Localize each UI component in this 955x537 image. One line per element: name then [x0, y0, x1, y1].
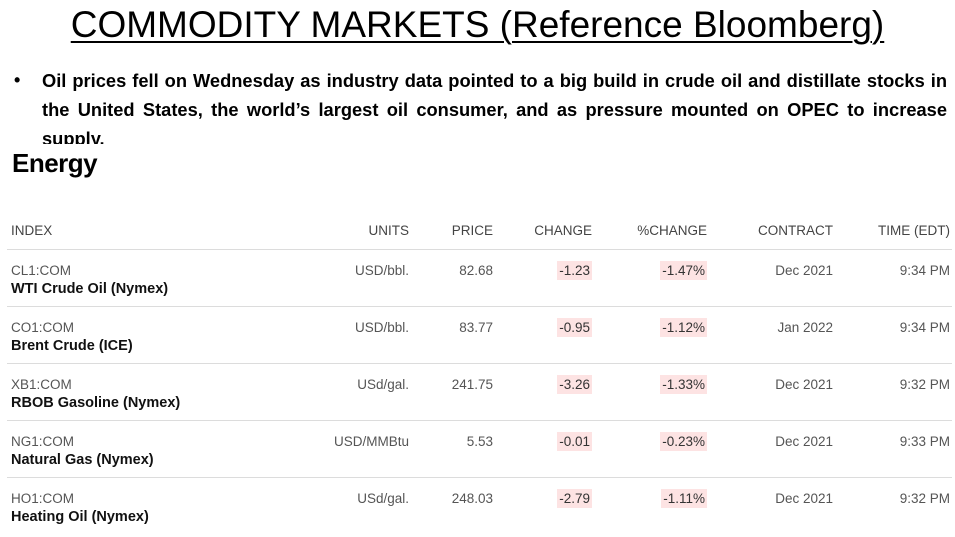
header-change: CHANGE: [534, 223, 592, 238]
table-row[interactable]: XB1:COM RBOB Gasoline (Nymex) USd/gal. 2…: [7, 364, 952, 421]
table-row[interactable]: CO1:COM Brent Crude (ICE) USD/bbl. 83.77…: [7, 307, 952, 364]
header-index: INDEX: [11, 223, 53, 238]
bullet-text: Oil prices fell on Wednesday as industry…: [42, 70, 947, 144]
row-ticker[interactable]: HO1:COM: [11, 491, 75, 506]
row-contract: Dec 2021: [775, 263, 833, 278]
row-units: USd/gal.: [357, 377, 409, 392]
header-time: TIME (EDT): [878, 223, 950, 238]
table-row[interactable]: NG1:COM Natural Gas (Nymex) USD/MMBtu 5.…: [7, 421, 952, 478]
row-name[interactable]: Natural Gas (Nymex): [11, 452, 154, 468]
row-units: USd/gal.: [357, 491, 409, 506]
row-units: USD/bbl.: [354, 320, 409, 335]
row-change: -3.26: [557, 375, 592, 394]
row-name[interactable]: RBOB Gasoline (Nymex): [11, 395, 181, 411]
slide-title-text: COMMODITY MARKETS (Reference Bloomberg): [70, 4, 885, 45]
bullet-symbol: •: [14, 70, 21, 90]
table-header: INDEX UNITS PRICE CHANGE %CHANGE CONTRAC…: [7, 206, 952, 250]
bullet-point: • Oil prices fell on Wednesday as indust…: [14, 66, 947, 144]
row-change: -2.79: [557, 489, 592, 508]
table-row[interactable]: HO1:COM Heating Oil (Nymex) USd/gal. 248…: [7, 478, 952, 534]
slide-title: COMMODITY MARKETS (Reference Bloomberg): [0, 4, 955, 46]
row-ticker[interactable]: NG1:COM: [11, 434, 75, 449]
row-price: 83.77: [459, 320, 493, 335]
row-name[interactable]: Brent Crude (ICE): [11, 338, 133, 354]
row-ticker[interactable]: XB1:COM: [11, 377, 72, 392]
row-change: -0.95: [557, 318, 592, 337]
row-units: USD/MMBtu: [333, 434, 409, 449]
energy-panel: Energy INDEX UNITS PRICE CHANGE %CHANGE …: [7, 144, 955, 537]
row-price: 248.03: [451, 491, 493, 506]
row-pct-change: -1.11%: [661, 489, 707, 508]
row-price: 82.68: [459, 263, 493, 278]
row-name[interactable]: WTI Crude Oil (Nymex): [11, 281, 169, 297]
row-name[interactable]: Heating Oil (Nymex): [11, 509, 149, 525]
row-contract: Jan 2022: [777, 320, 833, 335]
table-row[interactable]: CL1:COM WTI Crude Oil (Nymex) USD/bbl. 8…: [7, 250, 952, 307]
row-time: 9:32 PM: [899, 491, 950, 506]
row-pct-change: -0.23%: [660, 432, 707, 451]
energy-table: INDEX UNITS PRICE CHANGE %CHANGE CONTRAC…: [7, 206, 955, 534]
row-ticker[interactable]: CO1:COM: [11, 320, 75, 335]
row-ticker[interactable]: CL1:COM: [11, 263, 72, 278]
row-contract: Dec 2021: [775, 434, 833, 449]
header-pct-change: %CHANGE: [637, 223, 707, 238]
header-contract: CONTRACT: [758, 223, 833, 238]
row-change: -0.01: [557, 432, 592, 451]
row-price: 5.53: [466, 434, 493, 449]
row-price: 241.75: [451, 377, 493, 392]
row-time: 9:34 PM: [899, 263, 950, 278]
panel-title: Energy: [12, 148, 98, 178]
row-units: USD/bbl.: [354, 263, 409, 278]
row-time: 9:34 PM: [899, 320, 950, 335]
row-time: 9:32 PM: [899, 377, 950, 392]
header-price: PRICE: [451, 223, 493, 238]
row-time: 9:33 PM: [899, 434, 950, 449]
row-pct-change: -1.12%: [660, 318, 707, 337]
row-change: -1.23: [557, 261, 592, 280]
row-contract: Dec 2021: [775, 491, 833, 506]
row-contract: Dec 2021: [775, 377, 833, 392]
row-pct-change: -1.33%: [660, 375, 707, 394]
header-units: UNITS: [368, 223, 410, 238]
row-pct-change: -1.47%: [660, 261, 707, 280]
